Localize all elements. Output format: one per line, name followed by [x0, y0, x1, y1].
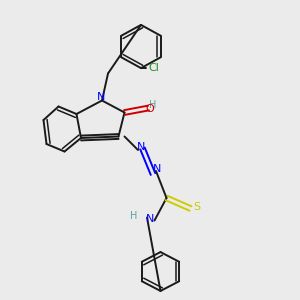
Text: N: N	[97, 92, 105, 103]
Text: Cl: Cl	[148, 63, 159, 73]
Text: O: O	[145, 104, 154, 115]
Text: H: H	[130, 211, 137, 221]
Text: S: S	[193, 202, 200, 212]
Text: N: N	[153, 164, 162, 175]
Text: N: N	[146, 214, 154, 224]
Text: N: N	[137, 142, 145, 152]
Text: H: H	[149, 100, 157, 110]
